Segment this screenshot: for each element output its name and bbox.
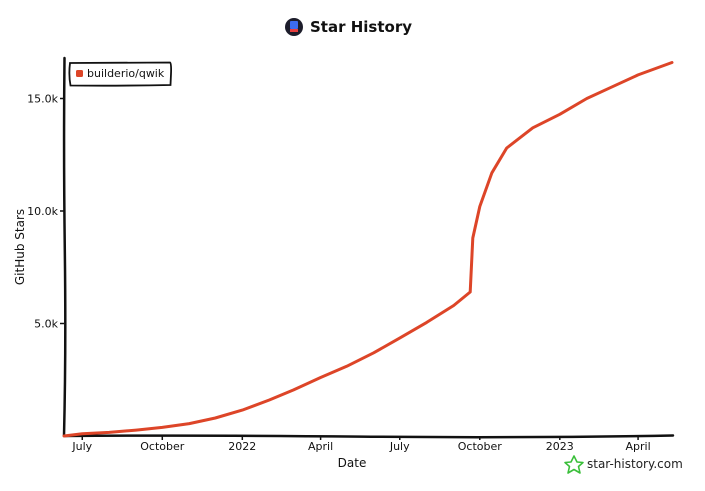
x-tick-label: October — [458, 440, 502, 453]
y-tick-group: 5.0k 10.0k 15.0k — [27, 93, 64, 331]
x-tick-label: 2023 — [546, 440, 574, 453]
legend-swatch — [76, 70, 83, 77]
legend: builderio/qwik — [68, 61, 173, 87]
watermark: star-history.com — [564, 455, 683, 474]
y-tick-label: 15.0k — [27, 93, 58, 106]
star-outline-icon — [564, 455, 584, 474]
star-history-logo-icon — [285, 18, 303, 36]
y-axis — [62, 56, 67, 438]
x-tick-label: April — [308, 440, 333, 453]
x-tick-label: July — [71, 440, 92, 453]
y-tick-label: 5.0k — [34, 318, 58, 331]
chart-header: Star History — [285, 18, 412, 36]
y-tick-label: 10.0k — [27, 205, 58, 218]
chart-title: Star History — [310, 18, 412, 36]
x-tick-label: July — [389, 440, 410, 453]
x-tick-label: 2022 — [228, 440, 256, 453]
x-tick-group: July October 2022 April July October 2023 April — [71, 436, 651, 453]
x-tick-label: October — [140, 440, 184, 453]
watermark-text: star-history.com — [587, 457, 683, 471]
y-axis-label: GitHub Stars — [13, 209, 27, 285]
x-axis-label: Date — [338, 456, 367, 470]
x-tick-label: April — [625, 440, 650, 453]
series-line-builderio-qwik — [62, 61, 674, 438]
legend-label: builderio/qwik — [87, 67, 165, 80]
x-axis — [62, 434, 675, 439]
